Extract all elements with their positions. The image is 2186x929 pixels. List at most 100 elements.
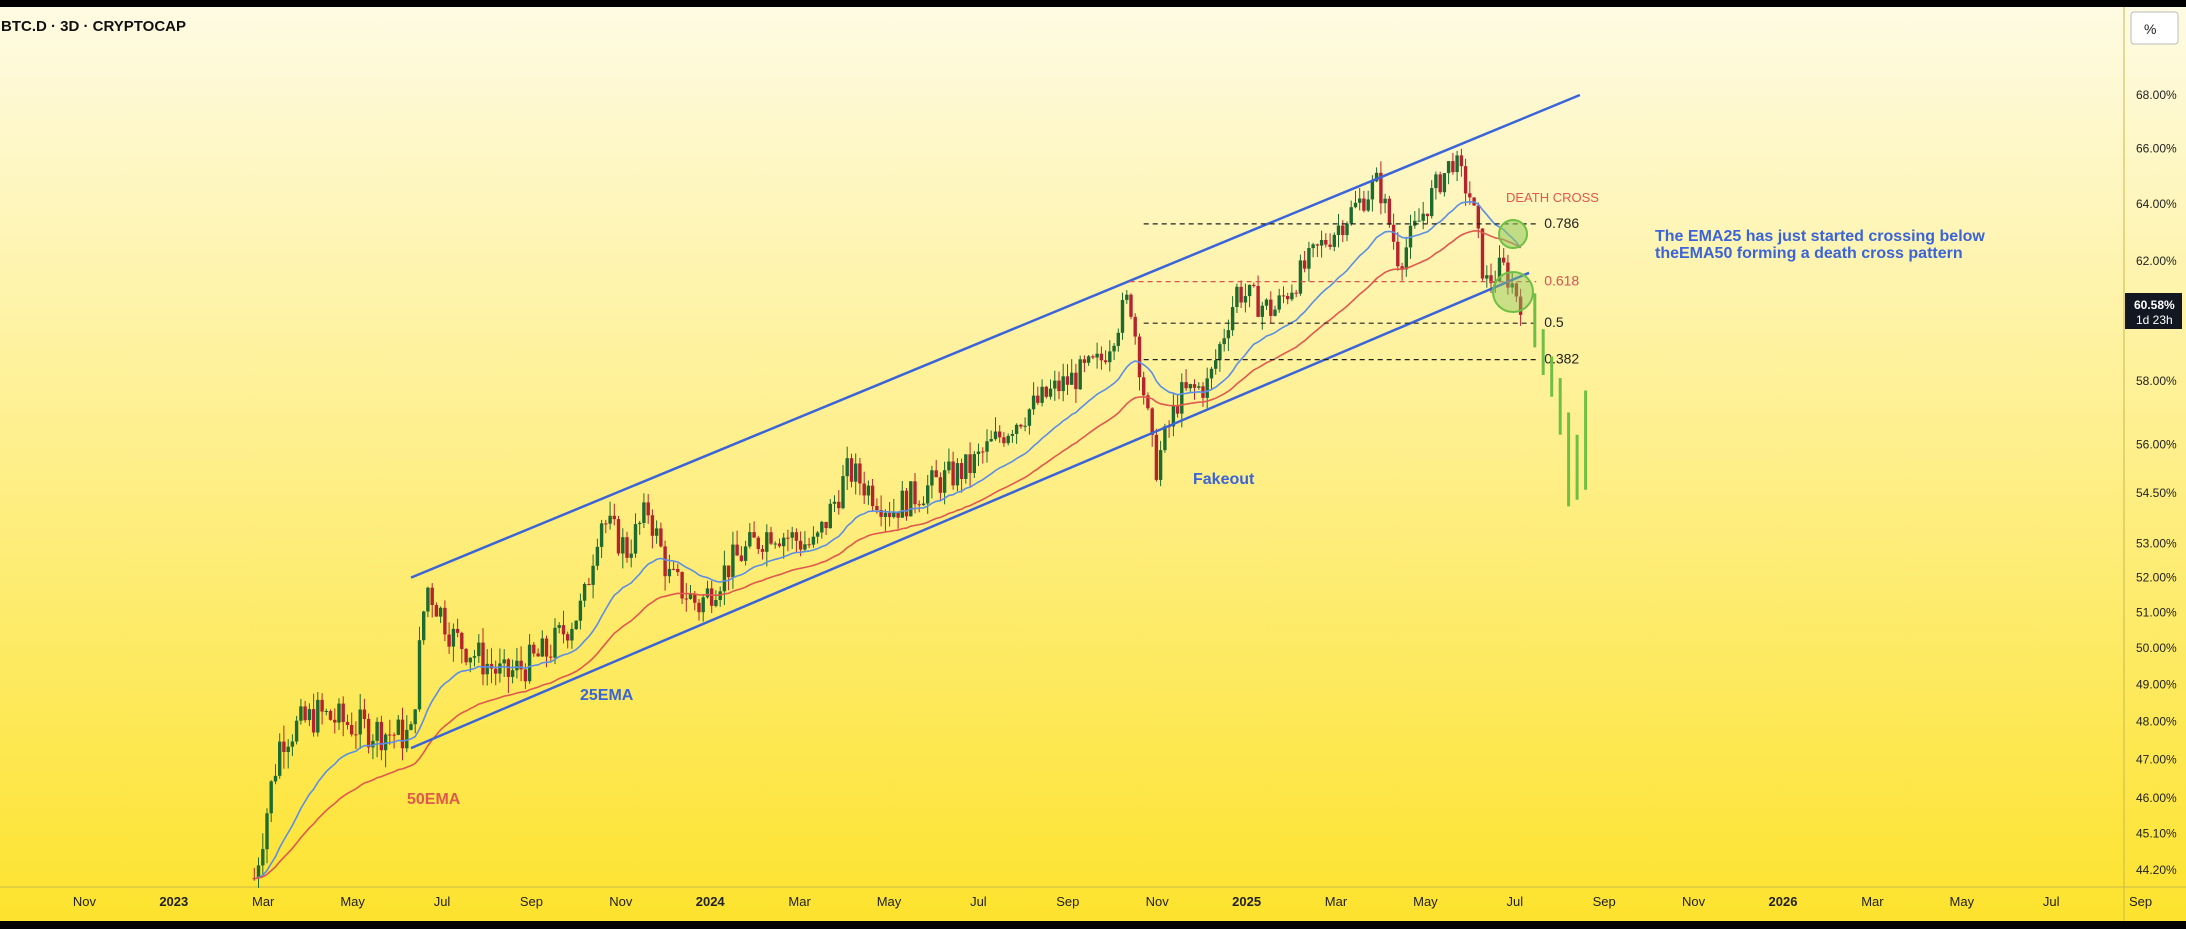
candle-body xyxy=(1218,344,1222,361)
candle-body xyxy=(536,653,540,657)
candle-body xyxy=(1446,161,1451,174)
candle-body xyxy=(1379,172,1383,204)
candle-body xyxy=(1400,266,1404,270)
candle-body xyxy=(1142,377,1146,396)
candle-body xyxy=(1459,155,1464,167)
y-tick-label: 66.00% xyxy=(2136,142,2177,156)
candle-body xyxy=(926,485,930,504)
candle-body xyxy=(798,540,803,550)
candle-body xyxy=(1273,309,1277,316)
candle-body xyxy=(430,587,434,605)
candle-body xyxy=(252,878,256,880)
candle-body xyxy=(828,503,832,529)
candle-body xyxy=(743,546,748,561)
candle-body xyxy=(773,543,777,545)
candle-body xyxy=(578,600,583,621)
candle-body xyxy=(1086,356,1091,363)
x-tick-label: May xyxy=(1950,894,1975,909)
candle-body xyxy=(883,512,888,517)
candle-body xyxy=(540,638,544,657)
candle-body xyxy=(311,709,316,733)
candle-body xyxy=(396,719,400,735)
candle-body xyxy=(1396,241,1400,267)
candle-body xyxy=(769,532,773,544)
candle-body xyxy=(862,483,866,496)
candle-body xyxy=(472,656,477,658)
candle-body xyxy=(422,611,426,641)
candle-body xyxy=(1002,437,1006,444)
candle-body xyxy=(1146,395,1150,409)
candle-body xyxy=(1349,207,1353,224)
candle-body xyxy=(870,485,875,507)
fib-label: 0.618 xyxy=(1544,273,1579,289)
candle-body xyxy=(938,477,943,493)
candle-body xyxy=(502,659,506,664)
x-tick-label: Jul xyxy=(2043,894,2060,909)
x-tick-label: Sep xyxy=(1593,894,1616,909)
channel-layer xyxy=(410,93,1581,750)
candle-body xyxy=(1171,405,1176,427)
candle-body xyxy=(667,568,672,577)
note-line-1: The EMA25 has just started crossing belo… xyxy=(1655,228,1985,245)
x-tick-label: 2025 xyxy=(1232,894,1261,909)
candle-body xyxy=(447,634,451,647)
candle-body xyxy=(1150,408,1154,435)
candle-body xyxy=(443,607,447,635)
candle-body xyxy=(591,565,595,585)
candle-body xyxy=(1222,338,1226,345)
candle-body xyxy=(350,725,354,735)
candle-body xyxy=(701,597,705,613)
candle-body xyxy=(1027,409,1032,426)
candle-body xyxy=(1502,257,1506,263)
ema50-line xyxy=(254,229,1522,880)
candle-body xyxy=(417,640,422,710)
candle-body xyxy=(1366,199,1370,211)
candle-body xyxy=(341,703,345,722)
candle-body xyxy=(1311,244,1315,249)
candle-body xyxy=(269,781,273,814)
candle-body xyxy=(1269,299,1273,316)
y-tick-label: 53.00% xyxy=(2136,536,2177,550)
candle-body xyxy=(845,458,849,477)
y-tick-label: 46.00% xyxy=(2136,791,2177,805)
candle-body xyxy=(934,470,938,478)
candle-body xyxy=(599,523,604,547)
candle-body xyxy=(379,721,384,751)
y-tick-label: 51.00% xyxy=(2136,606,2177,620)
scale-button[interactable] xyxy=(2130,11,2179,45)
channel-upper-line xyxy=(410,93,1581,579)
candle-body xyxy=(1383,198,1387,204)
candle-body xyxy=(299,706,303,721)
candle-body xyxy=(650,515,655,536)
candle-body xyxy=(1137,336,1142,378)
x-tick-label: Nov xyxy=(1682,894,1706,909)
candle-body xyxy=(1044,386,1048,397)
candle-body xyxy=(638,522,642,525)
candle-body xyxy=(409,724,413,730)
candle-body xyxy=(680,572,684,599)
candle-body xyxy=(1065,376,1070,385)
candle-body xyxy=(760,549,765,552)
candle-body xyxy=(722,565,727,592)
x-tick-label: Nov xyxy=(609,894,633,909)
candle-body xyxy=(455,628,460,633)
candle-body xyxy=(1463,166,1468,194)
candle-body xyxy=(866,485,871,496)
candle-body xyxy=(837,501,841,509)
candle-body xyxy=(1476,205,1480,229)
candle-body xyxy=(278,741,282,776)
candle-body xyxy=(1235,286,1239,307)
candle-body xyxy=(561,625,566,635)
candle-body xyxy=(1061,376,1065,392)
fakeout-label: Fakeout xyxy=(1193,471,1255,488)
candle-body xyxy=(1514,283,1519,297)
candle-body xyxy=(328,711,333,720)
candle-body xyxy=(1010,434,1015,436)
candle-body xyxy=(426,587,430,612)
candle-body xyxy=(574,620,578,630)
x-tick-label: 2023 xyxy=(159,894,188,909)
candle-body xyxy=(324,711,328,712)
candle-body xyxy=(849,458,854,482)
candle-body xyxy=(1510,283,1514,288)
